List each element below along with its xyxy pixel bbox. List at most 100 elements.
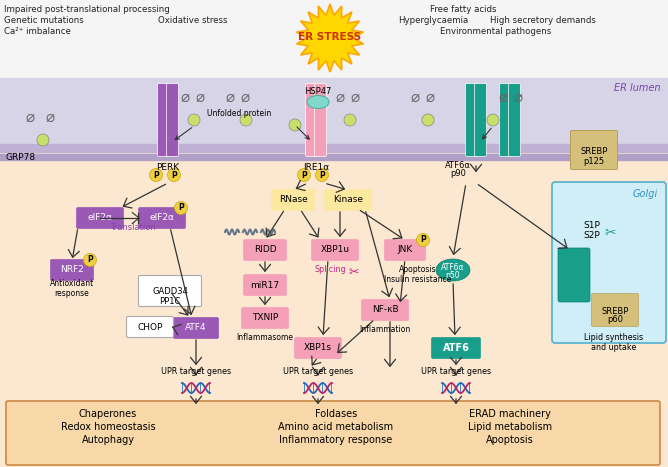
Text: UPR target genes: UPR target genes	[283, 368, 353, 376]
Text: ⌀: ⌀	[25, 109, 35, 125]
Text: Chaperones: Chaperones	[79, 409, 137, 419]
Text: ERAD machinery: ERAD machinery	[469, 409, 551, 419]
Text: ⌀: ⌀	[426, 90, 435, 105]
FancyBboxPatch shape	[271, 190, 315, 211]
Text: Lipid synthesis: Lipid synthesis	[584, 333, 643, 342]
Circle shape	[240, 114, 252, 126]
Text: p90: p90	[450, 170, 466, 178]
FancyBboxPatch shape	[244, 275, 287, 296]
Text: High secretory demands: High secretory demands	[490, 16, 596, 25]
Text: Apoptosis: Apoptosis	[399, 266, 437, 275]
Text: SREBP: SREBP	[601, 306, 629, 316]
Text: eIF2α: eIF2α	[150, 213, 174, 222]
Text: ATF6α: ATF6α	[442, 262, 465, 271]
Text: NRF2: NRF2	[60, 266, 84, 275]
FancyBboxPatch shape	[242, 307, 289, 328]
Text: Inflammatory response: Inflammatory response	[279, 435, 393, 445]
Text: Environmental pathogens: Environmental pathogens	[440, 27, 551, 36]
Text: ⌀: ⌀	[335, 90, 345, 105]
FancyBboxPatch shape	[474, 84, 486, 156]
FancyBboxPatch shape	[305, 84, 317, 156]
Text: ⌀: ⌀	[196, 90, 204, 105]
Text: IRE1α: IRE1α	[303, 163, 329, 172]
Text: P: P	[301, 170, 307, 179]
Text: Hyperglycaemia: Hyperglycaemia	[398, 16, 468, 25]
Circle shape	[344, 114, 356, 126]
Text: Inflammasome: Inflammasome	[236, 333, 293, 342]
Text: p60: p60	[607, 316, 623, 325]
Text: Ca²⁺ imbalance: Ca²⁺ imbalance	[4, 27, 71, 36]
Text: Oxidative stress: Oxidative stress	[158, 16, 228, 25]
FancyBboxPatch shape	[570, 130, 617, 170]
Text: XBP1s: XBP1s	[304, 344, 332, 353]
Text: GRP78: GRP78	[5, 154, 35, 163]
FancyBboxPatch shape	[244, 240, 287, 261]
Text: P: P	[171, 170, 177, 179]
Text: PP1C: PP1C	[159, 297, 180, 306]
Ellipse shape	[436, 259, 470, 281]
Circle shape	[289, 119, 301, 131]
FancyBboxPatch shape	[295, 338, 341, 359]
Circle shape	[150, 169, 162, 182]
Bar	[0, 154, 668, 160]
Text: p50: p50	[446, 270, 460, 280]
FancyBboxPatch shape	[500, 84, 512, 156]
Circle shape	[168, 169, 180, 182]
Text: ER STRESS: ER STRESS	[299, 32, 361, 42]
Text: CHOP: CHOP	[138, 323, 163, 332]
Text: P: P	[153, 170, 159, 179]
Circle shape	[84, 254, 96, 267]
FancyBboxPatch shape	[466, 84, 478, 156]
Bar	[0, 144, 668, 152]
FancyBboxPatch shape	[6, 401, 660, 465]
FancyBboxPatch shape	[174, 318, 218, 339]
Text: Inflammation: Inflammation	[359, 325, 411, 334]
Text: miR17: miR17	[250, 281, 280, 290]
Circle shape	[297, 169, 311, 182]
Text: GADD34: GADD34	[152, 288, 188, 297]
FancyBboxPatch shape	[558, 248, 590, 302]
Text: RIDD: RIDD	[254, 246, 277, 255]
Text: eIF2α: eIF2α	[88, 213, 112, 222]
FancyBboxPatch shape	[552, 182, 666, 343]
Text: P: P	[319, 170, 325, 179]
FancyBboxPatch shape	[325, 190, 371, 211]
Text: Kinase: Kinase	[333, 196, 363, 205]
Text: ER lumen: ER lumen	[613, 83, 660, 93]
Text: Autophagy: Autophagy	[81, 435, 134, 445]
FancyBboxPatch shape	[315, 84, 327, 156]
Text: ATF4: ATF4	[185, 324, 207, 333]
FancyBboxPatch shape	[126, 317, 174, 338]
FancyBboxPatch shape	[77, 207, 124, 228]
Text: ⌀: ⌀	[351, 90, 359, 105]
Text: Impaired post-translational processing: Impaired post-translational processing	[4, 5, 170, 14]
Text: response: response	[55, 289, 90, 297]
Text: Translation: Translation	[110, 224, 156, 233]
Text: RNase: RNase	[279, 196, 307, 205]
Text: HSP47: HSP47	[304, 87, 331, 96]
FancyBboxPatch shape	[591, 293, 639, 326]
Text: Foldases: Foldases	[315, 409, 357, 419]
Text: p125: p125	[583, 156, 605, 165]
Circle shape	[417, 234, 430, 247]
Bar	[0, 148, 668, 467]
Text: ATF6: ATF6	[443, 343, 470, 353]
Polygon shape	[297, 4, 363, 72]
Text: TXNIP: TXNIP	[252, 313, 278, 323]
Text: ⌀: ⌀	[240, 90, 250, 105]
Text: ⌀: ⌀	[498, 90, 508, 105]
Text: S1P: S1P	[583, 220, 600, 229]
Text: Redox homeostasis: Redox homeostasis	[61, 422, 156, 432]
FancyBboxPatch shape	[138, 276, 202, 306]
FancyBboxPatch shape	[158, 84, 170, 156]
Text: ⌀: ⌀	[45, 109, 55, 125]
Bar	[0, 0, 668, 78]
FancyBboxPatch shape	[361, 299, 409, 320]
Text: PERK: PERK	[156, 163, 180, 172]
Text: ⌀: ⌀	[225, 90, 234, 105]
Text: S2P: S2P	[583, 231, 600, 240]
Text: Golgi: Golgi	[633, 189, 658, 199]
Text: P: P	[420, 235, 426, 245]
Text: ✂: ✂	[349, 266, 359, 278]
Text: NF-κB: NF-κB	[371, 305, 398, 314]
